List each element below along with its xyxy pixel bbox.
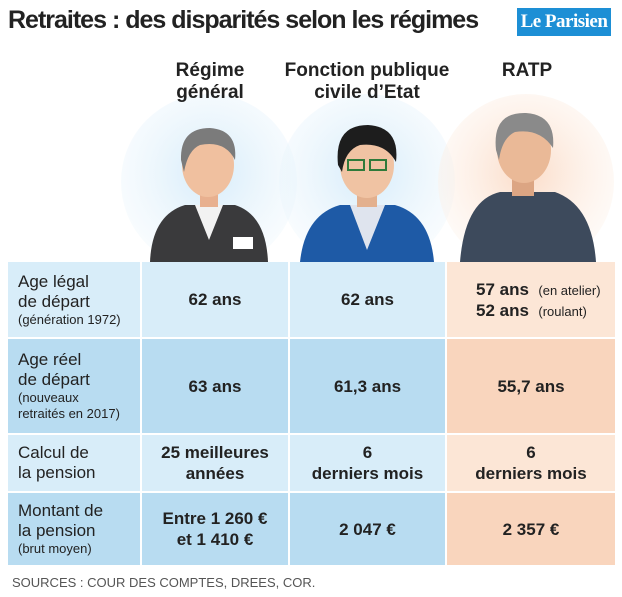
table-cell: 57 ans (en atelier) 52 ans (roulant) [447, 262, 615, 337]
cell-line: Entre 1 260 € [162, 509, 268, 528]
cell-line: 6 [526, 443, 536, 462]
row-label-note: (nouveaux [18, 390, 79, 405]
column-header: RATP [447, 60, 607, 82]
cell-line: 2 047 € [339, 519, 396, 539]
cell-note: (roulant) [538, 303, 587, 319]
table-cell: 63 ans [142, 339, 288, 433]
cell-line: 62 ans [188, 290, 242, 309]
table-cell: 62 ans [142, 262, 288, 337]
row-label-line: de départ [18, 291, 90, 311]
brand-logo: Le Parisien [517, 8, 611, 36]
table-cell: 6 derniers mois [290, 435, 445, 491]
cell-value: 52 ans [476, 300, 529, 320]
table-cell: 6 derniers mois [447, 435, 615, 491]
table-cell: 25 meilleures années [142, 435, 288, 491]
column-header: Fonction publique civile d’Etat [272, 60, 462, 104]
cell-line: 55,7 ans [497, 376, 565, 396]
column-header: Régime général [130, 60, 290, 104]
column-header-line: RATP [501, 60, 553, 81]
cell-line: 25 meilleures [161, 443, 269, 462]
row-label-note: retraités en 2017) [18, 406, 120, 421]
cell-line: 57 ans (en atelier) [456, 279, 606, 300]
column-header-line: général [176, 82, 244, 103]
column-header-line: Régime [175, 60, 245, 81]
cell-line: 63 ans [188, 376, 242, 396]
cell-line: 62 ans [341, 290, 394, 309]
row-label-line: Montant de [18, 501, 104, 520]
row-label-line: la pension [18, 463, 96, 482]
row-label: Calcul de la pension [8, 435, 140, 491]
cell-note: (en atelier) [538, 282, 601, 298]
table-cell: 61,3 ans [290, 339, 445, 433]
row-label-line: Age réel [18, 350, 82, 369]
row-label: Montant de la pension (brut moyen) [8, 493, 140, 565]
table-cell: Entre 1 260 € et 1 410 € [142, 493, 288, 565]
cell-line: 2 357 € [502, 519, 560, 539]
row-label-note: (brut moyen) [18, 541, 92, 556]
row-label-note: (génération 1972) [18, 311, 121, 327]
row-label: Age légal de départ (génération 1972) [8, 262, 140, 337]
cell-line: et 1 410 € [176, 530, 254, 549]
cell-line: 52 ans (roulant) [456, 300, 606, 321]
row-label: Age réel de départ (nouveaux retraités en 2… [8, 339, 140, 433]
cell-line: derniers mois [311, 464, 424, 483]
title: Retraites : des disparités selon les rég… [8, 6, 479, 34]
column-header-line: Fonction publique [284, 60, 450, 81]
portraits [121, 94, 614, 262]
source-note: SOURCES : COUR DES COMPTES, DREES, COR. [12, 575, 316, 590]
row-label-line: de départ [18, 370, 90, 389]
row-label-line: la pension [18, 521, 96, 540]
table-cell: 2 047 € [290, 493, 445, 565]
cell-line: années [185, 464, 245, 483]
cell-line: derniers mois [475, 464, 587, 483]
table-cell: 55,7 ans [447, 339, 615, 433]
cell-line: 6 [362, 443, 373, 462]
cell-line: 61,3 ans [333, 376, 402, 396]
row-label-line: Age légal [18, 271, 89, 291]
table-cell: 2 357 € [447, 493, 615, 565]
table-cell: 62 ans [290, 262, 445, 337]
column-header-line: civile d’Etat [314, 82, 420, 103]
row-label-line: Calcul de [18, 443, 89, 462]
cell-value: 57 ans [476, 279, 529, 299]
